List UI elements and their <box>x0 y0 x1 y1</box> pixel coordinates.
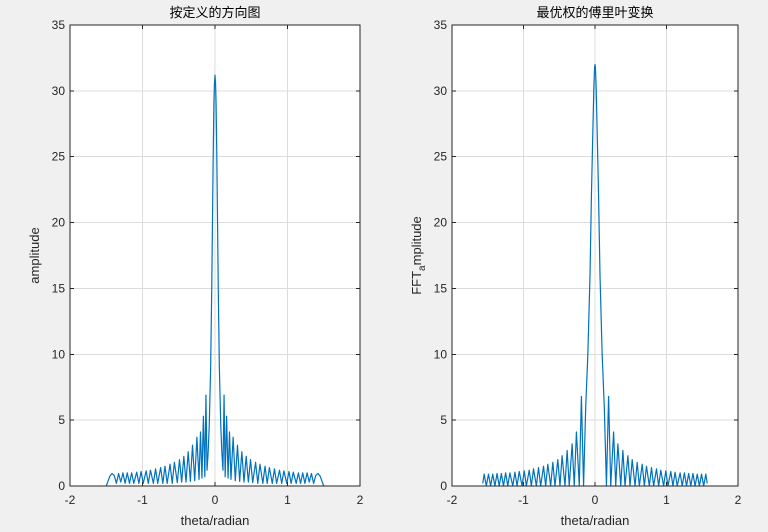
y-tick-label: 10 <box>52 347 66 361</box>
axes-2: -2 -1 0 1 205101520253035最优权的傅里叶变换theta/radi… <box>409 5 742 528</box>
y-tick-label: 35 <box>52 18 66 32</box>
x-tick-label: 1 <box>284 493 291 507</box>
y-tick-label: 20 <box>434 216 448 230</box>
x-tick-label: 1 <box>663 493 670 507</box>
x-tick-label: -2 <box>447 493 458 507</box>
x-tick-label: -1 <box>518 493 529 507</box>
series-line-1 <box>105 74 325 487</box>
y-tick-label: 20 <box>52 216 66 230</box>
x-tick-label: -2 <box>65 493 76 507</box>
y-tick-label: 0 <box>440 479 447 493</box>
y-tick-label: 5 <box>440 413 447 427</box>
chart-title: 最优权的傅里叶变换 <box>536 5 653 21</box>
y-tick-label: 0 <box>58 479 65 493</box>
x-tick-label: 0 <box>212 493 219 507</box>
series-line-1 <box>482 63 708 487</box>
x-tick-label: 2 <box>735 493 742 507</box>
y-tick-label: 30 <box>434 84 448 98</box>
axes-1: -2 -1 0 1 205101520253035按定义的方向图theta/radian… <box>27 5 364 528</box>
x-tick-label: 2 <box>357 493 364 507</box>
x-tick-label: 0 <box>592 493 599 507</box>
y-axis-label: FFTamplitude <box>409 216 428 295</box>
y-tick-label: 25 <box>434 150 448 164</box>
x-axis-label: theta/radian <box>561 513 630 528</box>
y-tick-label: 10 <box>434 347 448 361</box>
y-tick-label: 15 <box>52 281 66 295</box>
y-tick-label: 30 <box>52 84 66 98</box>
y-axis-label: amplitude <box>27 227 42 283</box>
x-tick-label: -1 <box>137 493 148 507</box>
y-tick-label: 15 <box>434 281 448 295</box>
x-axis-label: theta/radian <box>181 513 250 528</box>
y-tick-label: 35 <box>434 18 448 32</box>
chart-title: 按定义的方向图 <box>169 5 260 21</box>
y-tick-label: 5 <box>58 413 65 427</box>
y-tick-label: 25 <box>52 150 66 164</box>
